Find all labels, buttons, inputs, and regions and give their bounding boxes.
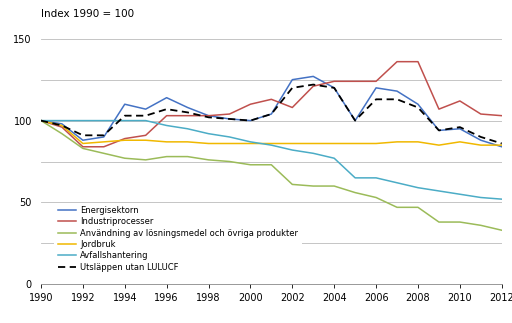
Legend: Energisektorn, Industriprocesser, Användning av lösningsmedel och övriga produkt: Energisektorn, Industriprocesser, Använd… (54, 203, 302, 275)
Text: Index 1990 = 100: Index 1990 = 100 (41, 9, 134, 19)
